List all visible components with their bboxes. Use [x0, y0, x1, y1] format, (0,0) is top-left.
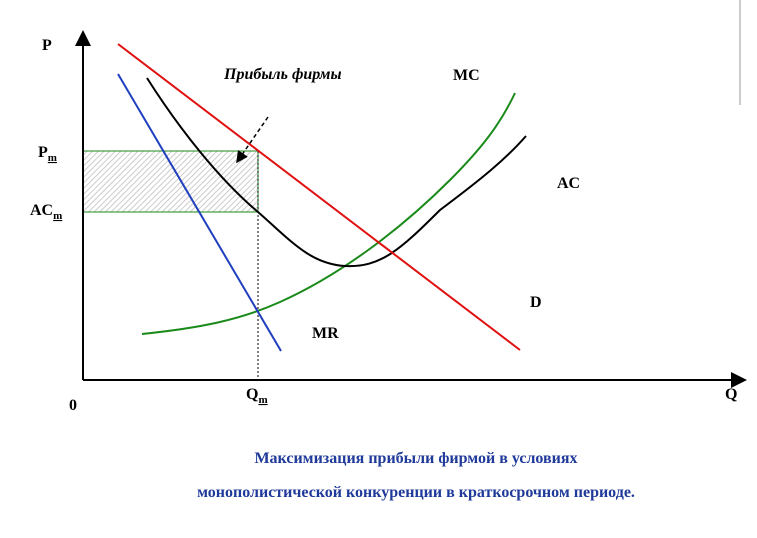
price-label: Pm — [38, 144, 57, 164]
demand-curve — [117, 43, 521, 351]
mc-curve — [141, 92, 516, 335]
caption-line: Максимизация прибыли фирмой в условиях — [254, 450, 577, 467]
label-main: P — [38, 144, 48, 161]
mr-label: MR — [312, 325, 339, 342]
label-main: AC — [30, 202, 53, 219]
label-main: Q — [246, 386, 258, 403]
caption-line: монополистической конкуренции в краткоср… — [197, 484, 635, 501]
mc-label: MC — [453, 67, 480, 84]
label-sub: m — [258, 394, 267, 406]
origin-label: 0 — [69, 397, 77, 414]
annotation: Прибыль фирмы — [223, 66, 342, 83]
profit-arrow — [236, 116, 269, 164]
profit-area — [82, 150, 259, 213]
ac-label: AC — [557, 175, 580, 192]
quantity-label: Qm — [246, 386, 268, 406]
ac-curve — [146, 77, 527, 268]
y-axis-label: P — [42, 37, 52, 54]
x-axis-label: Q — [725, 386, 737, 403]
demand-label: D — [530, 294, 542, 311]
label-sub: m — [48, 152, 57, 164]
label-sub: m — [53, 210, 62, 222]
mr-curve — [117, 73, 282, 352]
ac-level-label: ACm — [30, 202, 62, 222]
